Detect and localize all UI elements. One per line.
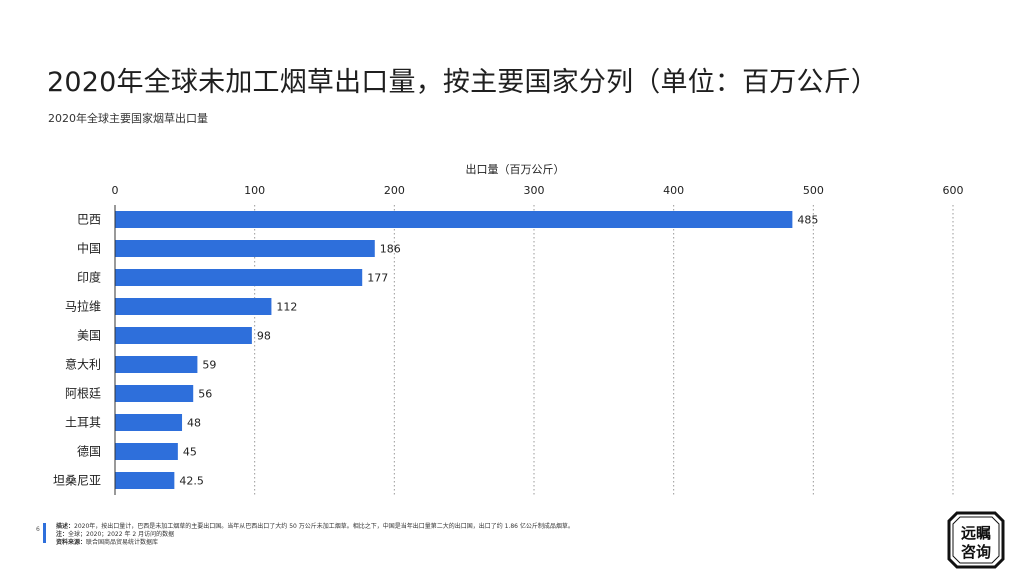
source-text: 联合国商品贸易统计数据库 (86, 539, 159, 546)
note-label: 注： (56, 531, 69, 538)
x-tick-label: 500 (803, 184, 824, 197)
bar (115, 240, 375, 257)
bar (115, 356, 198, 373)
source-label: 资料来源： (56, 539, 87, 546)
logo-text-line1: 远瞩 (960, 524, 991, 542)
page-number: 6 (36, 526, 40, 533)
bar (115, 298, 272, 315)
category-label: 美国 (77, 329, 101, 343)
company-logo: 远瞩 咨询 (945, 509, 1007, 571)
category-label: 坦桑尼亚 (53, 474, 101, 488)
footer-notes: 描述：2020年，按出口量计，巴西是未加工烟草的主要出口国。当年从巴西出口了大约… (56, 523, 876, 547)
page-title: 2020年全球未加工烟草出口量，按主要国家分列（单位：百万公斤） (47, 67, 879, 98)
data-label: 45 (183, 446, 197, 459)
data-label: 112 (276, 301, 297, 314)
data-label: 56 (198, 388, 212, 401)
category-label: 阿根廷 (65, 387, 101, 401)
description-text: 2020年，按出口量计，巴西是未加工烟草的主要出口国。当年从巴西出口了大约 50… (74, 523, 574, 530)
x-tick-label: 600 (943, 184, 964, 197)
bar (115, 414, 183, 431)
data-label: 177 (367, 272, 388, 285)
x-tick-label: 100 (244, 184, 265, 197)
bar (115, 385, 194, 402)
logo-text-line2: 咨询 (960, 543, 991, 561)
x-tick-label: 200 (384, 184, 405, 197)
description-label: 描述： (56, 523, 75, 530)
data-label: 485 (797, 214, 818, 227)
category-label: 中国 (77, 241, 101, 256)
data-label: 59 (202, 359, 216, 372)
note-text: 全球；2020；2022 年 2 月访问的数据 (68, 531, 175, 538)
category-label: 意大利 (65, 357, 101, 372)
bar (115, 327, 252, 344)
category-label: 马拉维 (65, 299, 101, 314)
logo-frame-icon (947, 511, 1005, 569)
data-label: 186 (380, 243, 401, 256)
data-label: 42.5 (179, 475, 204, 488)
data-label: 48 (187, 417, 201, 430)
category-label: 德国 (77, 444, 101, 459)
x-axis-label: 出口量（百万公斤） (466, 162, 565, 176)
bar (115, 443, 178, 460)
bar (115, 211, 793, 228)
data-label: 98 (257, 330, 271, 343)
page-subtitle: 2020年全球主要国家烟草出口量 (48, 112, 208, 125)
category-label: 土耳其 (65, 416, 101, 430)
x-tick-label: 0 (112, 184, 119, 197)
category-label: 印度 (77, 270, 101, 285)
x-tick-label: 300 (524, 184, 545, 197)
x-tick-label: 400 (663, 184, 684, 197)
category-label: 巴西 (77, 213, 101, 227)
footer-accent-bar (43, 523, 46, 543)
bar (115, 472, 175, 489)
bar (115, 269, 363, 286)
